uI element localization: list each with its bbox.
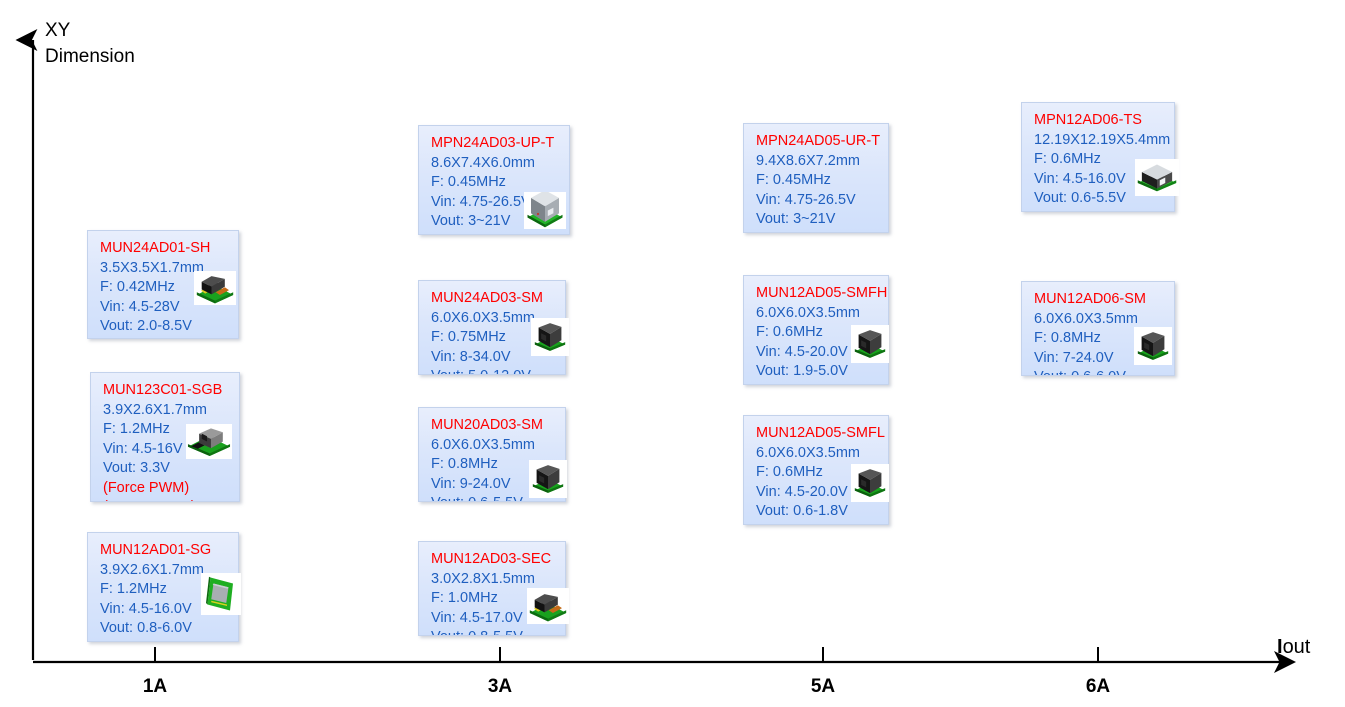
product-part-number: MUN12AD06-SM [1034, 291, 1146, 307]
product-card-mpn12ad06-ts[interactable]: MPN12AD06-TS 12.19X12.19X5.4mm F: 0.6MHz Vi… [1021, 102, 1175, 212]
product-spec-line: F: 0.45MHz [431, 174, 506, 190]
product-note: (accuracy 1%) [103, 498, 229, 501]
product-note: (Force PWM) [100, 639, 228, 642]
product-thumbnail-mun12ad06-sm [1134, 327, 1172, 365]
product-spec-line: F: 1.2MHz [100, 581, 167, 597]
product-spec-line: 3.9X2.6X1.7mm [103, 401, 207, 418]
product-part-number: MUN24AD03-SM [431, 290, 543, 306]
product-spec-line: F: 0.45MHz [756, 172, 831, 188]
product-spec-line: Vin: 4.5-16.0V [100, 600, 192, 617]
product-spec-line: F: 1.0MHz [431, 590, 498, 606]
product-spec-line: 9.4X8.6X7.2mm [756, 152, 860, 169]
product-spec-line: Vout: 3~21V [756, 211, 836, 227]
product-spec-line: Vin: 4.5-16V [103, 440, 183, 457]
product-card-mun123c01-sgb[interactable]: MUN123C01-SGB 3.9X2.6X1.7mm F: 1.2MHz Vin: … [90, 372, 240, 502]
product-thumbnail-mun123c01-sgb [186, 424, 232, 459]
product-spec-line: Vin: 4.75-26.5V [756, 191, 856, 208]
x-axis-tick-label-1a: 1A [142, 676, 168, 697]
product-spec-line: F: 0.6MHz [756, 464, 823, 480]
product-spec-line: Vin: 9-24.0V [431, 475, 511, 492]
product-spec-line: 6.0X6.0X3.5mm [1034, 310, 1138, 327]
product-spec-line: 8.6X7.4X6.0mm [431, 154, 535, 171]
product-thumbnail-mpn24ad03-up-t [524, 192, 566, 229]
product-part-number: MUN20AD03-SM [431, 417, 543, 433]
product-spec-line: F: 0.8MHz [431, 456, 498, 472]
product-part-number: MUN12AD05-SMFL [756, 425, 885, 441]
product-note: (DOSA) [1034, 209, 1164, 212]
product-thumbnail-mpn12ad06-ts [1135, 159, 1179, 196]
product-spec-line: Vout: 0.8-6.0V [100, 620, 192, 636]
product-thumbnail-mun12ad05-smfl [851, 464, 889, 502]
product-note: (USB PD) [756, 230, 878, 233]
product-spec-line: F: 0.42MHz [100, 279, 175, 295]
product-spec-line: 3.0X2.8X1.5mm [431, 570, 535, 587]
product-spec-line: Vin: 4.5-16.0V [1034, 170, 1126, 187]
product-spec-line: Vin: 4.75-26.5V [431, 193, 531, 210]
product-spec-line: Vin: 4.5-28V [100, 298, 180, 315]
product-thumbnail-mun12ad05-smfh [851, 325, 889, 363]
product-note: (USB PD) [431, 232, 559, 235]
y-axis-title: XY Dimension [45, 20, 135, 67]
product-spec-line: Vin: 7-24.0V [1034, 349, 1114, 366]
product-spec-line: Vout: 0.8-5.5V [431, 628, 555, 635]
product-spec-line: F: 0.6MHz [1034, 151, 1101, 167]
product-spec-line: 12.19X12.19X5.4mm [1034, 131, 1171, 148]
product-spec-line: Vout: 0.6-5.5V [431, 494, 555, 501]
x-axis-tick-label-5a: 5A [810, 676, 836, 697]
product-spec-line: Vin: 4.5-20.0V [756, 343, 848, 360]
product-thumbnail-mun12ad03-sec [527, 588, 569, 624]
product-part-number: MPN24AD05-UR-T [756, 133, 881, 149]
x-axis-title-symbol: I [1277, 636, 1283, 658]
product-thumbnail-mun24ad03-sm [531, 318, 569, 356]
x-axis-tick-label-6a: 6A [1085, 676, 1111, 697]
product-spec-line: Vin: 8-34.0V [431, 348, 511, 365]
product-card-mun12ad01-sg[interactable]: MUN12AD01-SG 3.9X2.6X1.7mm F: 1.2MHz Vin: 4… [87, 532, 239, 642]
product-part-number: MUN12AD01-SG [100, 542, 212, 558]
product-spec-line: 6.0X6.0X3.5mm [756, 304, 860, 321]
product-part-number: MUN12AD05-SMFH [756, 285, 888, 301]
product-card-mun24ad03-sm[interactable]: MUN24AD03-SM 6.0X6.0X3.5mm F: 0.75MHz Vin: … [418, 280, 566, 375]
product-spec-line: Vout: 5.0-12.0V [431, 367, 555, 374]
x-axis-title: Iout [1277, 636, 1310, 658]
x-axis-tick-label-3a: 3A [487, 676, 513, 697]
product-spec-line: F: 0.6MHz [756, 324, 823, 340]
product-thumbnail-mun20ad03-sm [529, 460, 567, 498]
product-card-mpn24ad05-ur-t[interactable]: MPN24AD05-UR-T 9.4X8.6X7.2mm F: 0.45MHz Vin… [743, 123, 889, 233]
product-spec-line: Vin: 4.5-20.0V [756, 483, 848, 500]
product-spec-line: 3.9X2.6X1.7mm [100, 561, 204, 578]
product-part-number: MUN24AD01-SH [100, 240, 211, 256]
product-part-number: MUN12AD03-SEC [431, 551, 552, 567]
product-spec-line: F: 0.75MHz [431, 329, 506, 345]
product-note: (Force PWM) [103, 479, 190, 496]
product-card-mpn24ad03-up-t[interactable]: MPN24AD03-UP-T 8.6X7.4X6.0mm F: 0.45MHz Vin… [418, 125, 570, 235]
product-part-number: MPN24AD03-UP-T [431, 135, 555, 151]
product-spec-line: Vout: 3.3V [103, 460, 170, 476]
product-spec-line: Vout: 0.6-1.8V [756, 503, 848, 519]
product-spec-line: Vout: 3~21V [431, 213, 511, 229]
product-spec-line: F: 0.8MHz [1034, 330, 1101, 346]
product-part-number: MPN12AD06-TS [1034, 112, 1142, 128]
product-spec-line: Vout: 0.6-5.5V [1034, 190, 1126, 206]
product-note: (Force PWM) [756, 522, 878, 525]
x-axis-tick-marks [154, 647, 1099, 662]
product-spec-line: 3.5X3.5X1.7mm [100, 259, 204, 276]
product-spec-line: Vout: 2.0-8.5V [100, 318, 192, 334]
product-spec-line: Vin: 4.5-17.0V [431, 609, 523, 626]
product-spec-line: 6.0X6.0X3.5mm [431, 436, 535, 453]
product-thumbnail-mun24ad01-sh [194, 271, 236, 305]
product-spec-line: Vout: 0.6-6.0V [1034, 368, 1164, 375]
product-spec-line: Vout: 1.9-5.0V [756, 363, 848, 379]
product-thumbnail-mun12ad01-sg [201, 573, 241, 615]
x-axis-title-subscript: out [1282, 636, 1311, 658]
product-spec-line: F: 1.2MHz [103, 421, 170, 437]
product-note: (Force PWM) [756, 382, 878, 385]
product-part-number: MUN123C01-SGB [103, 382, 223, 398]
product-spec-line: 6.0X6.0X3.5mm [756, 444, 860, 461]
product-spec-line: 6.0X6.0X3.5mm [431, 309, 535, 326]
